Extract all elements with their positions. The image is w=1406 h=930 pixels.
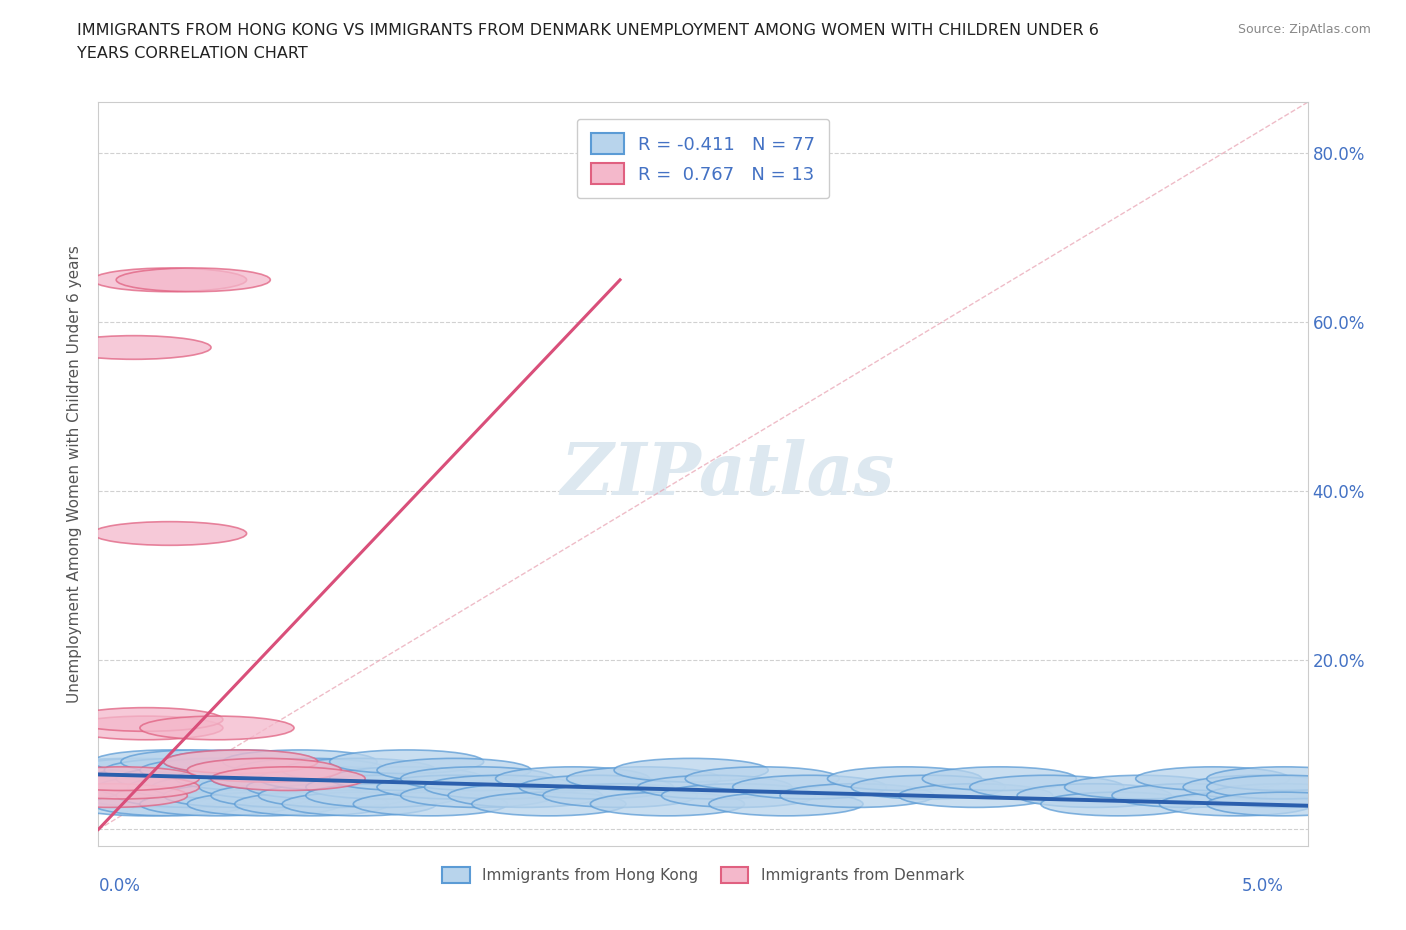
Ellipse shape: [329, 767, 484, 790]
Ellipse shape: [141, 792, 294, 816]
Ellipse shape: [69, 708, 224, 731]
Ellipse shape: [851, 776, 1005, 799]
Ellipse shape: [45, 767, 200, 790]
Ellipse shape: [41, 767, 194, 790]
Ellipse shape: [1206, 784, 1361, 807]
Ellipse shape: [187, 792, 342, 816]
Ellipse shape: [567, 767, 721, 790]
Ellipse shape: [49, 758, 204, 782]
Ellipse shape: [69, 758, 224, 782]
Text: 5.0%: 5.0%: [1241, 877, 1284, 895]
Ellipse shape: [73, 776, 228, 799]
Ellipse shape: [200, 776, 353, 799]
Ellipse shape: [187, 758, 342, 782]
Ellipse shape: [97, 776, 252, 799]
Ellipse shape: [141, 716, 294, 739]
Text: YEARS CORRELATION CHART: YEARS CORRELATION CHART: [77, 46, 308, 61]
Ellipse shape: [69, 716, 224, 739]
Ellipse shape: [128, 776, 283, 799]
Ellipse shape: [117, 268, 270, 292]
Ellipse shape: [1112, 784, 1265, 807]
Ellipse shape: [401, 784, 555, 807]
Ellipse shape: [922, 767, 1077, 790]
Ellipse shape: [187, 758, 342, 782]
Ellipse shape: [661, 784, 815, 807]
Ellipse shape: [34, 784, 187, 807]
Ellipse shape: [93, 522, 246, 545]
Ellipse shape: [104, 758, 259, 782]
Ellipse shape: [685, 767, 839, 790]
Ellipse shape: [1064, 776, 1219, 799]
Ellipse shape: [163, 750, 318, 774]
Ellipse shape: [211, 767, 366, 790]
Ellipse shape: [121, 750, 276, 774]
Ellipse shape: [235, 792, 389, 816]
Ellipse shape: [211, 784, 366, 807]
Ellipse shape: [93, 268, 246, 292]
Legend: Immigrants from Hong Kong, Immigrants from Denmark: Immigrants from Hong Kong, Immigrants fr…: [434, 859, 972, 891]
Ellipse shape: [93, 792, 246, 816]
Ellipse shape: [45, 776, 200, 799]
Ellipse shape: [591, 792, 745, 816]
Ellipse shape: [152, 776, 307, 799]
Ellipse shape: [87, 767, 242, 790]
Ellipse shape: [307, 776, 460, 799]
Ellipse shape: [401, 767, 555, 790]
Ellipse shape: [1206, 792, 1361, 816]
Ellipse shape: [1206, 776, 1361, 799]
Ellipse shape: [1040, 792, 1195, 816]
Ellipse shape: [614, 758, 768, 782]
Text: ZIPatlas: ZIPatlas: [560, 439, 894, 510]
Ellipse shape: [211, 767, 366, 790]
Ellipse shape: [283, 792, 436, 816]
Ellipse shape: [141, 758, 294, 782]
Ellipse shape: [93, 750, 246, 774]
Ellipse shape: [1017, 784, 1171, 807]
Ellipse shape: [898, 784, 1053, 807]
Ellipse shape: [377, 758, 531, 782]
Ellipse shape: [377, 776, 531, 799]
Ellipse shape: [1160, 792, 1313, 816]
Y-axis label: Unemployment Among Women with Children Under 6 years: Unemployment Among Women with Children U…: [67, 246, 83, 703]
Ellipse shape: [224, 750, 377, 774]
Ellipse shape: [163, 784, 318, 807]
Ellipse shape: [259, 784, 412, 807]
Ellipse shape: [163, 750, 318, 774]
Ellipse shape: [235, 758, 389, 782]
Ellipse shape: [117, 784, 270, 807]
Ellipse shape: [117, 767, 270, 790]
Ellipse shape: [176, 767, 329, 790]
Ellipse shape: [329, 750, 484, 774]
Ellipse shape: [733, 776, 887, 799]
Ellipse shape: [638, 776, 792, 799]
Ellipse shape: [259, 767, 412, 790]
Ellipse shape: [425, 776, 578, 799]
Ellipse shape: [307, 784, 460, 807]
Ellipse shape: [56, 336, 211, 359]
Ellipse shape: [69, 792, 224, 816]
Ellipse shape: [45, 776, 200, 799]
Ellipse shape: [56, 784, 211, 807]
Ellipse shape: [1206, 767, 1361, 790]
Ellipse shape: [709, 792, 863, 816]
Ellipse shape: [828, 767, 981, 790]
Ellipse shape: [449, 784, 602, 807]
Ellipse shape: [495, 767, 650, 790]
Ellipse shape: [246, 776, 401, 799]
Ellipse shape: [65, 767, 218, 790]
Ellipse shape: [80, 784, 235, 807]
Ellipse shape: [1136, 767, 1289, 790]
Ellipse shape: [472, 792, 626, 816]
Ellipse shape: [543, 784, 697, 807]
Ellipse shape: [780, 784, 934, 807]
Text: 0.0%: 0.0%: [98, 877, 141, 895]
Text: IMMIGRANTS FROM HONG KONG VS IMMIGRANTS FROM DENMARK UNEMPLOYMENT AMONG WOMEN WI: IMMIGRANTS FROM HONG KONG VS IMMIGRANTS …: [77, 23, 1099, 38]
Ellipse shape: [353, 792, 508, 816]
Ellipse shape: [1182, 776, 1337, 799]
Ellipse shape: [970, 776, 1123, 799]
Ellipse shape: [283, 758, 436, 782]
Text: Source: ZipAtlas.com: Source: ZipAtlas.com: [1237, 23, 1371, 36]
Ellipse shape: [519, 776, 673, 799]
